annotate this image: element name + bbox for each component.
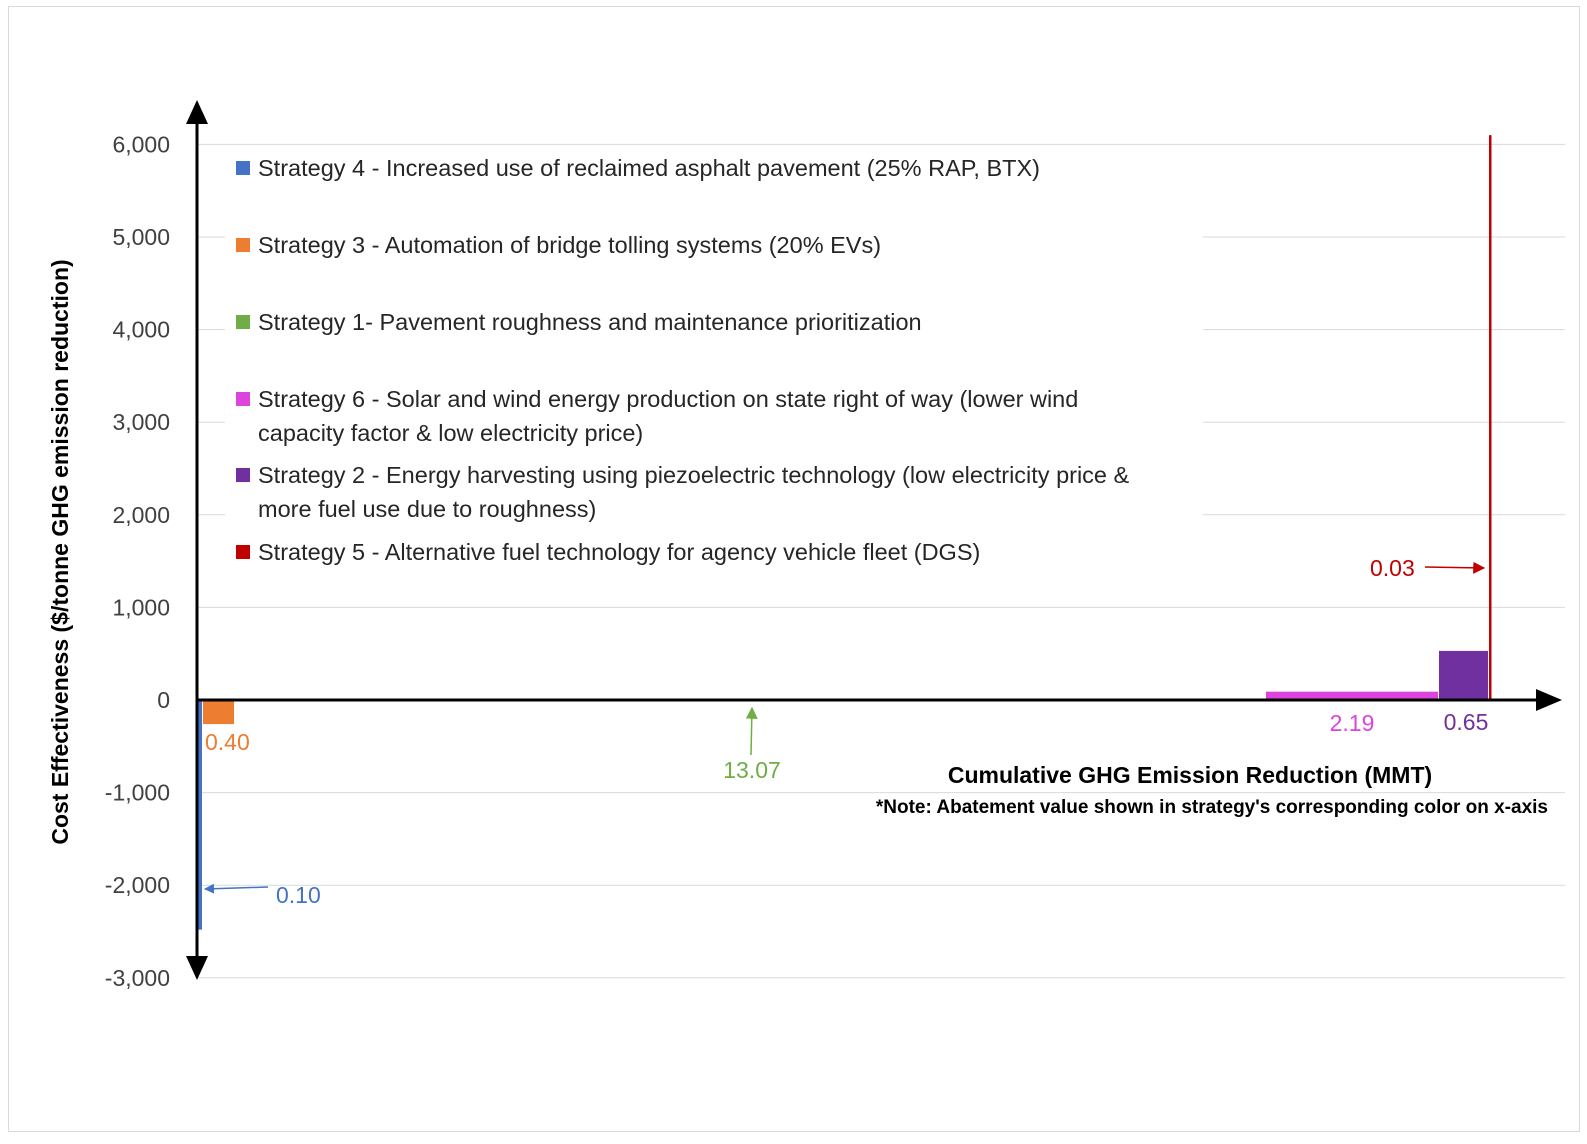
data-label-strategy-4: 0.10 [276, 882, 321, 908]
pointer-arrow-strategy-1 [745, 706, 758, 756]
legend-swatch-strategy-3 [236, 238, 250, 252]
y-tick-label: 1,000 [112, 594, 170, 620]
y-tick-label: 3,000 [112, 409, 170, 435]
y-axis-arrow-down [186, 956, 208, 980]
y-tick-label: 4,000 [112, 317, 170, 343]
y-tick-labels: 6,000 5,000 4,000 3,000 2,000 1,000 0 -1,000 -2,… [105, 131, 170, 990]
legend-swatch-strategy-2 [236, 468, 250, 482]
pointer-arrow-strategy-4 [204, 883, 269, 894]
bar-strategy-6 [1489, 135, 1492, 700]
legend-background [225, 148, 1203, 578]
legend-swatch-strategy-1 [236, 315, 250, 329]
legend-label-strategy-1: Strategy 1- Pavement roughness and maint… [258, 309, 922, 335]
pointer-arrow-strategy-5 [1424, 561, 1486, 574]
bar-strategy-5 [1439, 650, 1488, 700]
y-tick-label: -1,000 [105, 780, 170, 806]
y-tick-label: 0 [157, 687, 170, 713]
legend-label-strategy-2: Strategy 2 - Energy harvesting using pie… [258, 462, 1130, 522]
legend-label-strategy-5: Strategy 5 - Alternative fuel technology… [258, 539, 980, 565]
legend: Strategy 4 - Increased use of reclaimed … [236, 155, 1130, 565]
bar-strategy-1 [196, 700, 202, 930]
data-label-strategy-6: 2.19 [1330, 710, 1375, 736]
data-label-strategy-3: 0.40 [205, 729, 250, 755]
y-tick-label: -3,000 [105, 965, 170, 991]
bars [196, 135, 1492, 930]
y-tick-label: 5,000 [112, 224, 170, 250]
legend-swatch-strategy-5 [236, 545, 250, 559]
chart-note: *Note: Abatement value shown in strategy… [876, 797, 1548, 818]
legend-swatch-strategy-6 [236, 392, 250, 406]
legend-label-strategy-6: Strategy 6 - Solar and wind energy produ… [258, 386, 1078, 446]
y-tick-label: 6,000 [112, 131, 170, 157]
legend-swatch-strategy-4 [236, 161, 250, 175]
x-axis-title: Cumulative GHG Emission Reduction (MMT) [948, 762, 1432, 788]
bar-strategy-2 [203, 700, 234, 725]
y-tick-label: 2,000 [112, 502, 170, 528]
data-label-strategy-2: 0.65 [1444, 709, 1489, 735]
x-axis-arrow-right [1536, 689, 1562, 711]
legend-label-strategy-3: Strategy 3 - Automation of bridge tollin… [258, 232, 881, 258]
data-label-strategy-5: 0.03 [1370, 555, 1415, 581]
data-label-strategy-1: 13.07 [723, 757, 781, 783]
y-tick-label: -2,000 [105, 872, 170, 898]
legend-label-strategy-4: Strategy 4 - Increased use of reclaimed … [258, 155, 1040, 181]
y-axis-title: Cost Effectiveness ($/tonne GHG emission… [47, 259, 73, 844]
y-axis-arrow-up [186, 100, 208, 124]
bar-strategy-4 [1266, 691, 1438, 700]
